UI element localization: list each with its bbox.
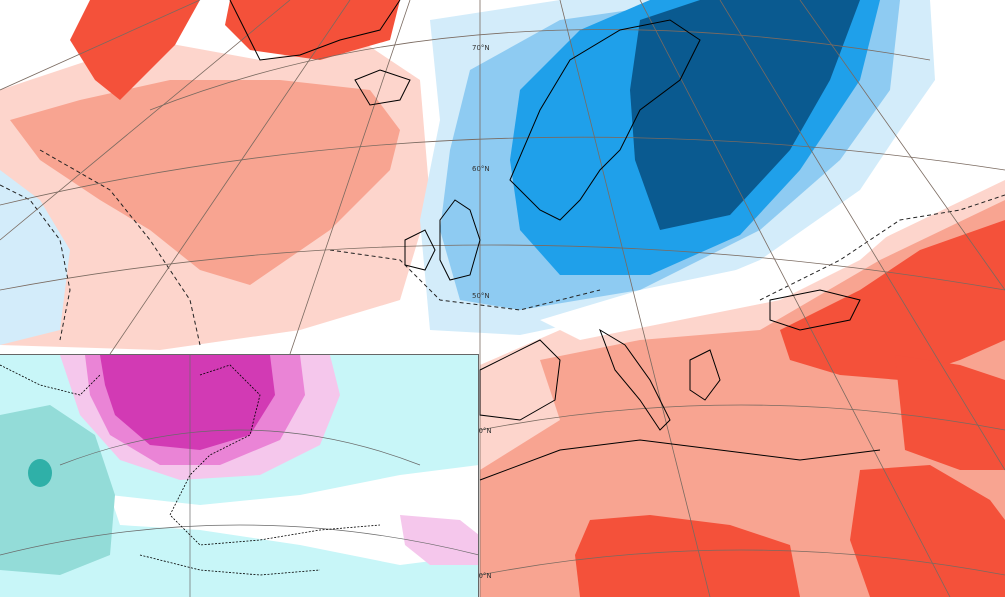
greenland-warm-core: [70, 0, 200, 100]
zero-anomaly-contour-central: [329, 249, 601, 311]
arctic-warm-core: [225, 0, 400, 60]
lat-label-40n: 40°N: [474, 427, 492, 435]
parallel-40n: [479, 404, 1005, 431]
zero-anomaly-contour-greenland: [39, 149, 201, 346]
british-isles-coast: [439, 199, 481, 281]
arabia-strong-warm: [850, 465, 1005, 597]
parallel-70n: [149, 29, 931, 111]
inset-negative-core: [28, 459, 52, 487]
meridian-line: [719, 0, 1005, 471]
inset-graticule: [0, 355, 478, 597]
parallel-50n: [0, 244, 1005, 291]
zero-anomaly-contour-north: [0, 184, 71, 341]
inset-europe-coast: [169, 364, 381, 546]
italy-coast: [599, 328, 671, 431]
central-europe-neutral-band: [540, 220, 900, 340]
zero-anomaly-contour-east: [759, 194, 1005, 301]
lat-label-70n: 70°N: [472, 44, 490, 52]
meridian-line: [639, 0, 951, 597]
ireland-coast: [404, 229, 436, 271]
pressure-anomaly-inset-map: [0, 355, 478, 597]
sahara-strong-warm: [575, 515, 800, 597]
inset-parallel: [59, 429, 421, 466]
levant-strong-warm: [895, 355, 1005, 470]
meridian-line: [559, 0, 711, 597]
north-africa-coast: [479, 439, 881, 481]
inset-americas-coast: [0, 364, 101, 396]
iberia-coast: [479, 339, 561, 421]
lat-label-60n: 60°N: [472, 165, 490, 173]
russia-strong-cold-core: [630, 0, 860, 230]
black-sea-coast: [769, 289, 861, 331]
greece-coast: [689, 349, 721, 401]
inset-negative-west: [0, 405, 115, 575]
meridian-line: [289, 0, 411, 355]
iceland-coast: [354, 69, 411, 106]
meridian-line: [109, 0, 351, 355]
graticule-parallels: [0, 29, 1005, 576]
west-cool-anomaly: [0, 170, 70, 345]
inset-neutral-region: [110, 465, 478, 565]
atlantic-moderate-warm-anomaly: [10, 80, 400, 285]
meridian-line: [0, 0, 291, 241]
inset-positive-east-patch: [400, 515, 478, 565]
parallel-60n: [0, 136, 1005, 206]
inset-parallel: [0, 524, 478, 556]
meridian-line: [0, 0, 201, 91]
scandinavia-coast: [509, 19, 701, 221]
inset-africa-coast: [139, 554, 321, 576]
middle-east-strong-warm: [780, 220, 1005, 380]
inset-coastlines: [0, 364, 381, 576]
meridian-line: [799, 0, 1005, 291]
lat-label-50n: 50°N: [472, 292, 490, 300]
lat-label-30n: 30°N: [474, 572, 492, 580]
parallel-30n: [479, 549, 1005, 576]
coastlines: [229, 0, 881, 481]
inset-anomaly-map-panel: [0, 354, 479, 597]
inset-positive-core: [100, 355, 275, 450]
greenland-coast: [229, 0, 401, 61]
